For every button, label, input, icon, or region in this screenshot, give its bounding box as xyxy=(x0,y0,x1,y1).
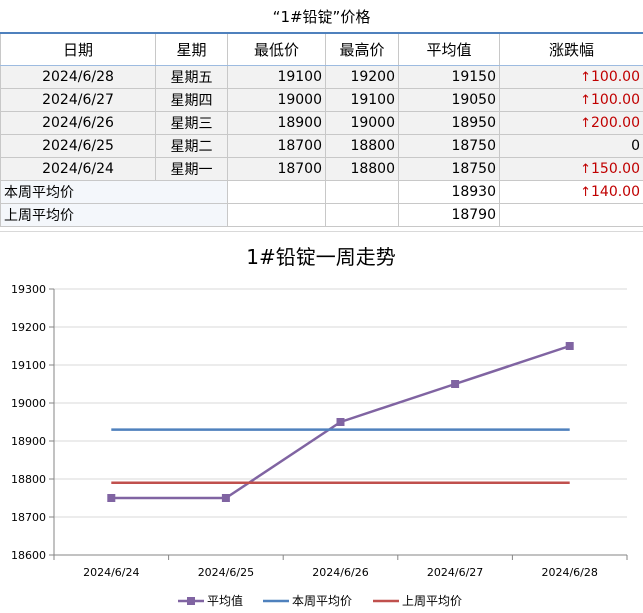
up-arrow-icon: ↑ xyxy=(580,116,591,131)
table-cell-empty[interactable] xyxy=(228,180,326,203)
cell-high[interactable]: 18800 xyxy=(326,157,399,180)
data-point xyxy=(337,418,345,426)
cell-date[interactable]: 2024/6/26 xyxy=(1,111,156,134)
cell-avg[interactable]: 18750 xyxy=(399,157,500,180)
x-tick-label: 2024/6/26 xyxy=(312,566,368,579)
this-week-label[interactable]: 本周平均价 xyxy=(1,180,228,203)
cell-avg[interactable]: 19150 xyxy=(399,65,500,88)
y-tick-label: 19300 xyxy=(11,283,46,296)
up-arrow-icon: ↑ xyxy=(580,162,591,177)
legend-label: 本周平均价 xyxy=(292,594,352,608)
y-tick-label: 18700 xyxy=(11,511,46,524)
cell-high[interactable]: 18800 xyxy=(326,134,399,157)
cell-date[interactable]: 2024/6/27 xyxy=(1,88,156,111)
chart-container[interactable]: 1#铅锭一周走势 18600 18700 18800 18900 19000 19100 1… xyxy=(0,231,643,613)
up-arrow-icon: ↑ xyxy=(580,93,591,108)
table-cell-empty[interactable] xyxy=(326,203,399,226)
cell-high[interactable]: 19200 xyxy=(326,65,399,88)
last-week-avg[interactable]: 18790 xyxy=(399,203,500,226)
data-point xyxy=(451,380,459,388)
cell-avg[interactable]: 18750 xyxy=(399,134,500,157)
y-tick-label: 18800 xyxy=(11,473,46,486)
last-week-label[interactable]: 上周平均价 xyxy=(1,203,228,226)
header-weekday[interactable]: 星期 xyxy=(156,33,228,65)
cell-avg[interactable]: 18950 xyxy=(399,111,500,134)
cell-avg[interactable]: 19050 xyxy=(399,88,500,111)
table-cell-empty[interactable] xyxy=(326,180,399,203)
x-tick-label: 2024/6/27 xyxy=(427,566,483,579)
this-week-avg[interactable]: 18930 xyxy=(399,180,500,203)
y-tick-label: 19200 xyxy=(11,321,46,334)
sheet-title: “1#铅锭”价格 xyxy=(0,0,643,32)
y-tick-label: 18900 xyxy=(11,435,46,448)
table-cell-empty[interactable] xyxy=(228,203,326,226)
x-tick-label: 2024/6/28 xyxy=(541,566,597,579)
cell-change[interactable]: ↑100.00 xyxy=(500,88,643,111)
this-week-row: 本周平均价 18930 ↑140.00 xyxy=(1,180,643,203)
header-date[interactable]: 日期 xyxy=(1,33,156,65)
cell-weekday[interactable]: 星期四 xyxy=(156,88,228,111)
up-arrow-icon: ↑ xyxy=(580,70,591,85)
this-week-change-value: 140.00 xyxy=(591,184,640,200)
cell-date[interactable]: 2024/6/24 xyxy=(1,157,156,180)
cell-high[interactable]: 19000 xyxy=(326,111,399,134)
cell-change[interactable]: ↑200.00 xyxy=(500,111,643,134)
y-tick-label: 19100 xyxy=(11,359,46,372)
header-avg[interactable]: 平均值 xyxy=(399,33,500,65)
table-cell-empty[interactable] xyxy=(500,203,643,226)
this-week-change[interactable]: ↑140.00 xyxy=(500,180,643,203)
chart-title: 1#铅锭一周走势 xyxy=(246,245,395,269)
cell-weekday[interactable]: 星期一 xyxy=(156,157,228,180)
cell-weekday[interactable]: 星期三 xyxy=(156,111,228,134)
cell-change[interactable]: ↑150.00 xyxy=(500,157,643,180)
cell-weekday[interactable]: 星期二 xyxy=(156,134,228,157)
line-chart: 1#铅锭一周走势 18600 18700 18800 18900 19000 19100 1… xyxy=(0,232,643,613)
header-change[interactable]: 涨跌幅 xyxy=(500,33,643,65)
table-header-row: 日期 星期 最低价 最高价 平均值 涨跌幅 xyxy=(1,33,643,65)
cell-low[interactable]: 19100 xyxy=(228,65,326,88)
cell-low[interactable]: 19000 xyxy=(228,88,326,111)
header-low[interactable]: 最低价 xyxy=(228,33,326,65)
cell-low[interactable]: 18700 xyxy=(228,157,326,180)
change-value: 200.00 xyxy=(591,115,640,131)
cell-high[interactable]: 19100 xyxy=(326,88,399,111)
change-value: 0 xyxy=(631,138,640,154)
cell-change[interactable]: ↑100.00 xyxy=(500,65,643,88)
last-week-row: 上周平均价 18790 xyxy=(1,203,643,226)
data-point xyxy=(566,342,574,350)
legend-marker xyxy=(187,597,195,605)
cell-date[interactable]: 2024/6/28 xyxy=(1,65,156,88)
legend-label: 上周平均价 xyxy=(402,594,462,608)
cell-weekday[interactable]: 星期五 xyxy=(156,65,228,88)
change-value: 100.00 xyxy=(591,92,640,108)
cell-date[interactable]: 2024/6/25 xyxy=(1,134,156,157)
data-point xyxy=(222,494,230,502)
x-tick-label: 2024/6/24 xyxy=(83,566,139,579)
legend-label: 平均值 xyxy=(207,593,243,608)
x-tick-label: 2024/6/25 xyxy=(198,566,254,579)
change-value: 100.00 xyxy=(591,69,640,85)
data-point xyxy=(107,494,115,502)
y-tick-label: 19000 xyxy=(11,397,46,410)
up-arrow-icon: ↑ xyxy=(580,185,591,200)
cell-low[interactable]: 18700 xyxy=(228,134,326,157)
y-tick-label: 18600 xyxy=(11,549,46,562)
header-high[interactable]: 最高价 xyxy=(326,33,399,65)
cell-change[interactable]: 0 xyxy=(500,134,643,157)
cell-low[interactable]: 18900 xyxy=(228,111,326,134)
change-value: 150.00 xyxy=(591,161,640,177)
